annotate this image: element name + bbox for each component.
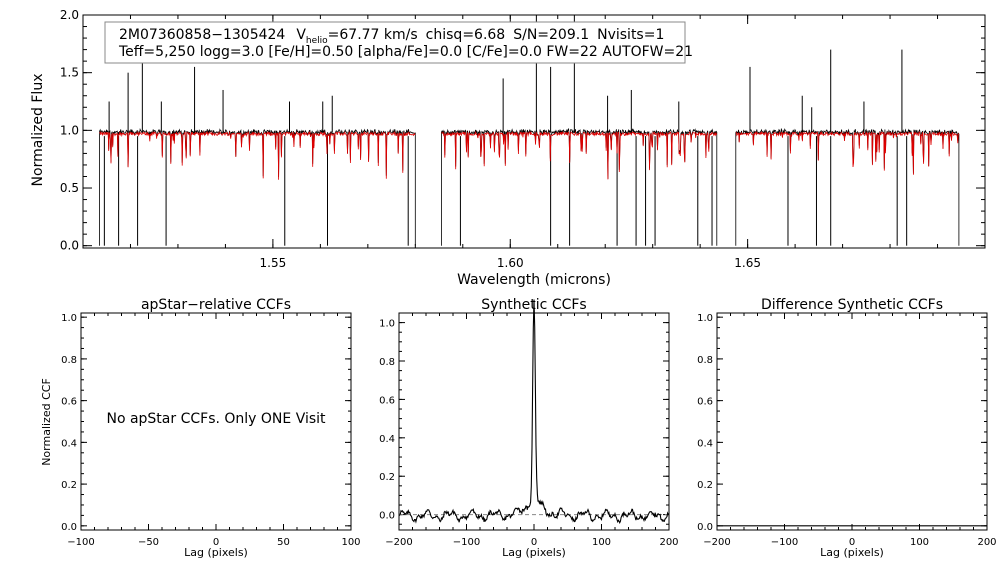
y-tick-label: 1.5 <box>60 66 79 80</box>
y-tick-label: 1.0 <box>60 123 79 137</box>
apstar-ccf-message: No apStar CCFs. Only ONE Visit <box>106 411 326 427</box>
synthetic-spectrum-chip-2 <box>441 130 718 180</box>
y-tick-label: 1.0 <box>697 313 713 324</box>
synthetic-ccf-curve <box>398 299 670 524</box>
observed-spectrum-chip-2 <box>441 128 718 246</box>
x-tick-label: 50 <box>277 537 290 548</box>
apstar-ccf-ylabel: Normalized CCF <box>40 378 53 466</box>
y-tick-label: 0.2 <box>697 480 713 491</box>
x-tick-label: 1.65 <box>734 256 761 270</box>
y-tick-label: 0.5 <box>60 181 79 195</box>
v-symbol: V <box>296 27 306 43</box>
x-tick-label: 100 <box>341 537 360 548</box>
difference-ccf-xlabel: Lag (pixels) <box>820 546 884 559</box>
y-tick-label: 0.8 <box>379 357 395 368</box>
y-tick-label: 2.0 <box>60 8 79 22</box>
x-tick-label: 0 <box>849 537 855 548</box>
y-tick-label: 0.6 <box>379 395 395 406</box>
spectrum-ylabel: Normalized Flux <box>30 74 46 187</box>
synthetic-ccf-xlabel: Lag (pixels) <box>502 546 566 559</box>
x-tick-label: 200 <box>659 537 678 548</box>
x-tick-label: −100 <box>453 537 480 548</box>
x-tick-label: 100 <box>592 537 611 548</box>
apstar-ccf-xlabel: Lag (pixels) <box>184 546 248 559</box>
spectrum-panel: 1.55 1.60 1.65 0.0 0.5 1.0 1.5 2.0 2M07360858−1… <box>30 8 986 288</box>
y-tick-label: 0.0 <box>61 522 77 533</box>
spectrum-ticks: 1.55 1.60 1.65 0.0 0.5 1.0 1.5 2.0 <box>60 8 986 270</box>
y-tick-label: 0.8 <box>697 355 713 366</box>
y-tick-label: 0.4 <box>697 438 713 449</box>
x-tick-label: −100 <box>67 537 94 548</box>
snr: S/N=209.1 <box>513 27 589 43</box>
synthetic-spectrum-chip-1 <box>99 130 416 180</box>
synthetic-ccf-series <box>398 299 670 524</box>
x-tick-label: 100 <box>910 537 929 548</box>
difference-ccf-frame <box>716 312 988 531</box>
x-tick-label: 1.55 <box>260 256 287 270</box>
apstar-ccf-title: apStar−relative CCFs <box>141 297 291 313</box>
y-tick-label: 0.8 <box>61 355 77 366</box>
y-tick-label: 0.2 <box>61 480 77 491</box>
x-tick-label: −200 <box>385 537 412 548</box>
apstar-ccf-ticks: −100 −50 0 50 100 0.0 0.2 0.4 0.6 0.8 1.0 <box>61 313 361 548</box>
star-id: 2M07360858−1305424 <box>119 27 285 43</box>
x-tick-label: −50 <box>138 537 159 548</box>
x-tick-label: 0 <box>531 537 537 548</box>
spectrum-frame <box>82 14 986 249</box>
info-box <box>104 21 686 64</box>
synthetic-ccf-panel: −200 −100 0 100 200 0.0 0.2 0.4 0.6 0.8 1.0 Synthe… <box>379 297 678 559</box>
difference-ccf-title: Difference Synthetic CCFs <box>761 297 943 313</box>
apstar-ccf-panel: −100 −50 0 50 100 0.0 0.2 0.4 0.6 0.8 1.0 apStar−r… <box>40 297 361 559</box>
spectrum-observed-series <box>99 15 960 246</box>
synthetic-ccf-frame <box>398 312 670 531</box>
y-tick-label: 0.4 <box>61 438 77 449</box>
x-tick-label: 1.60 <box>497 256 524 270</box>
x-tick-label: 0 <box>213 537 219 548</box>
x-tick-label: 200 <box>977 537 996 548</box>
synthetic-ccf-title: Synthetic CCFs <box>481 297 586 313</box>
synthetic-ccf-ticks: −200 −100 0 100 200 0.0 0.2 0.4 0.6 0.8 1.0 <box>379 312 679 548</box>
v-subscript: helio <box>306 36 328 46</box>
y-tick-label: 0.0 <box>379 511 395 522</box>
y-tick-label: 0.0 <box>60 239 79 253</box>
chisq: chisq=6.68 <box>426 27 506 43</box>
info-line-2: Teff=5,250 logg=3.0 [Fe/H]=0.50 [alpha/F… <box>118 44 693 60</box>
y-tick-label: 0.2 <box>379 472 395 483</box>
spectrum-synthetic-series <box>99 130 960 180</box>
difference-ccf-panel: −200 −100 0 100 200 0.0 0.2 0.4 0.6 0.8 1.0 Differ… <box>697 297 996 559</box>
v-value: =67.77 km/s <box>328 27 418 43</box>
nvisits: Nvisits=1 <box>597 27 664 43</box>
y-tick-label: 1.0 <box>379 319 395 330</box>
y-tick-label: 1.0 <box>61 313 77 324</box>
y-tick-label: 0.4 <box>379 434 395 445</box>
difference-ccf-ticks: −200 −100 0 100 200 0.0 0.2 0.4 0.6 0.8 1.0 <box>697 313 997 548</box>
x-tick-label: −100 <box>771 537 798 548</box>
synthetic-spectrum-chip-3 <box>735 130 960 175</box>
info-line-1: 2M07360858−1305424 Vhelio=67.77 km/s chisq… <box>119 27 664 46</box>
y-tick-label: 0.6 <box>61 397 77 408</box>
x-tick-label: −200 <box>703 537 730 548</box>
observed-spectrum-chip-3 <box>735 127 960 246</box>
y-tick-label: 0.6 <box>697 397 713 408</box>
y-tick-label: 0.0 <box>697 522 713 533</box>
spectrum-xlabel: Wavelength (microns) <box>457 272 611 288</box>
